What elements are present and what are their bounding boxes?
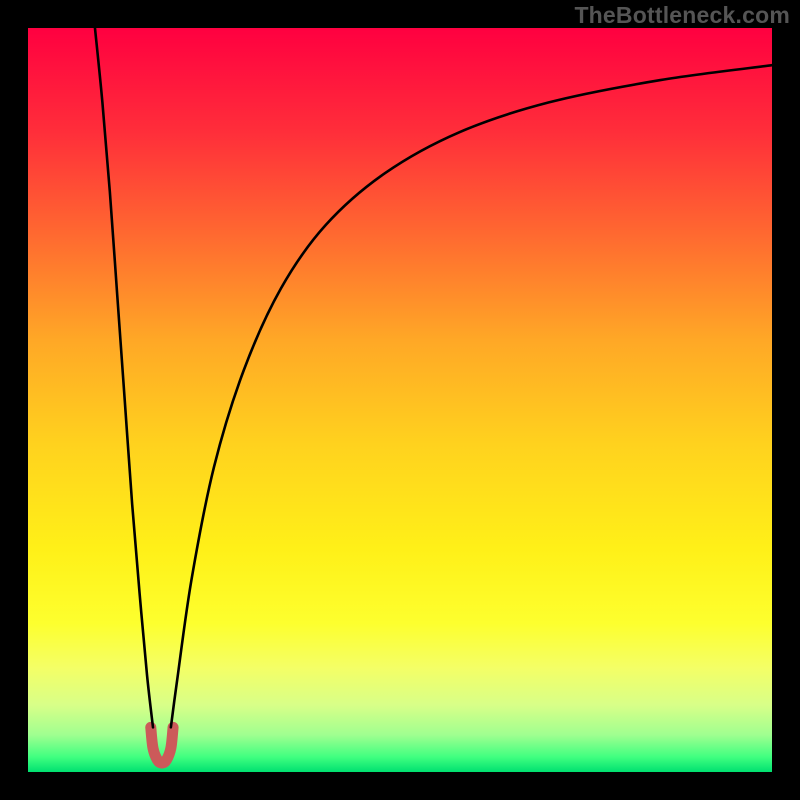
plot-area [28, 28, 772, 772]
chart-canvas: TheBottleneck.com [0, 0, 800, 800]
bottleneck-curve-chart [28, 28, 772, 772]
watermark-text: TheBottleneck.com [574, 2, 790, 29]
gradient-background [28, 28, 772, 772]
